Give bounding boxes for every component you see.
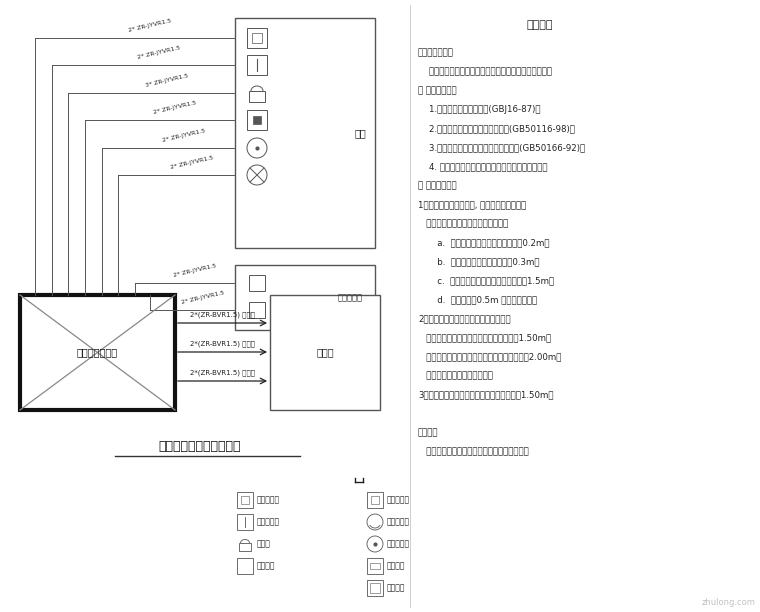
Circle shape xyxy=(367,536,383,552)
Circle shape xyxy=(247,165,267,185)
Bar xyxy=(249,275,265,291)
Text: 3.《火灾自动报警系统施工验收规范》(GB50166-92)。: 3.《火灾自动报警系统施工验收规范》(GB50166-92)。 xyxy=(418,143,585,152)
Text: 2* ZR-JYVR1.5: 2* ZR-JYVR1.5 xyxy=(169,155,214,170)
Text: 二 、设计依据：: 二 、设计依据： xyxy=(418,86,457,95)
Bar xyxy=(239,543,251,551)
Text: 设计说明: 设计说明 xyxy=(527,20,553,30)
Text: 声光报警器: 声光报警器 xyxy=(387,518,410,526)
Text: b.  与喷头的水平净距不应小于0.3m，: b. 与喷头的水平净距不应小于0.3m， xyxy=(418,257,540,266)
Bar xyxy=(237,514,253,530)
Bar xyxy=(237,558,253,574)
Bar xyxy=(370,563,380,569)
Text: 3* ZR-JYVR1.5: 3* ZR-JYVR1.5 xyxy=(144,73,188,88)
Text: 2*(ZR-BVR1.5) 消磁线: 2*(ZR-BVR1.5) 消磁线 xyxy=(190,312,255,318)
Bar xyxy=(253,116,261,124)
Bar xyxy=(367,492,383,508)
Bar xyxy=(247,55,267,75)
Text: 感烟探测器: 感烟探测器 xyxy=(257,496,280,504)
Text: 一、设计内容：: 一、设计内容： xyxy=(418,48,454,57)
Text: 2* ZR-JYVR1.5: 2* ZR-JYVR1.5 xyxy=(173,263,217,278)
Text: 对本工程气体灭火区进行火灾自动报警系统工程设计。: 对本工程气体灭火区进行火灾自动报警系统工程设计。 xyxy=(418,67,552,76)
Text: 2* ZR-JYVR1.5: 2* ZR-JYVR1.5 xyxy=(137,45,180,60)
Bar xyxy=(252,33,262,43)
Bar xyxy=(247,28,267,48)
Bar xyxy=(237,492,253,508)
Text: 声光报警器与警铃挂细规格，其下游距离面距2.00m，: 声光报警器与警铃挂细规格，其下游距离面距2.00m， xyxy=(418,352,562,361)
Text: 气体探测器: 气体探测器 xyxy=(387,540,410,548)
Bar xyxy=(249,91,265,102)
Text: 手动控制: 手动控制 xyxy=(387,561,406,570)
Text: a.  与照明灯具的水平净距不应小于0.2m，: a. 与照明灯具的水平净距不应小于0.2m， xyxy=(418,238,549,247)
Bar xyxy=(235,18,375,248)
Text: 四、其它: 四、其它 xyxy=(418,428,439,437)
Text: 气氟两管灭火报警系统图: 气氟两管灭火报警系统图 xyxy=(159,440,241,453)
Text: 2*(ZR-BVR1.5) 启动线: 2*(ZR-BVR1.5) 启动线 xyxy=(190,340,255,347)
Text: 三 、施工说明：: 三 、施工说明： xyxy=(418,181,457,190)
Text: 放气指示灯: 放气指示灯 xyxy=(387,496,410,504)
Bar xyxy=(370,583,380,593)
Bar xyxy=(371,496,379,504)
Text: 报警器: 报警器 xyxy=(257,540,271,548)
Text: 2* ZR-JYVR1.5: 2* ZR-JYVR1.5 xyxy=(128,18,172,33)
Text: 2* ZR-JYVR1.5: 2* ZR-JYVR1.5 xyxy=(153,100,197,115)
Text: 1、探测器安装在顶棚上, 尽量居中均匀布置，: 1、探测器安装在顶棚上, 尽量居中均匀布置， xyxy=(418,200,526,209)
Text: 2、电线穿刺修后在管面向读确内根敷设: 2、电线穿刺修后在管面向读确内根敷设 xyxy=(418,314,511,323)
Text: 其它未详尽之处根据国家有关规范严格执行。: 其它未详尽之处根据国家有关规范严格执行。 xyxy=(418,447,529,456)
Bar xyxy=(241,496,249,504)
Text: 2* ZR-JYVR1.5: 2* ZR-JYVR1.5 xyxy=(162,129,205,143)
Text: 选择阀: 选择阀 xyxy=(316,348,334,357)
Circle shape xyxy=(367,514,383,530)
Text: 报警灭火组: 报警灭火组 xyxy=(337,293,363,302)
Text: 2* ZR-JYVR1.5: 2* ZR-JYVR1.5 xyxy=(181,290,224,305)
Text: 手动报警: 手动报警 xyxy=(257,561,275,570)
Text: 1.《建筑设计防火规范》(GBJ16-87)。: 1.《建筑设计防火规范》(GBJ16-87)。 xyxy=(418,105,540,114)
Bar xyxy=(367,558,383,574)
Text: 4. 由相关委托方就相关单位提供的相关设计条件。: 4. 由相关委托方就相关单位提供的相关设计条件。 xyxy=(418,162,547,171)
Bar xyxy=(367,580,383,596)
Circle shape xyxy=(247,138,267,158)
Text: 放气指示灯安装在门楣上边。: 放气指示灯安装在门楣上边。 xyxy=(418,371,493,380)
Bar xyxy=(20,295,175,410)
Text: 探测: 探测 xyxy=(354,128,366,138)
Bar xyxy=(249,302,265,318)
Bar xyxy=(235,265,375,330)
Bar xyxy=(270,295,380,410)
Text: 2.《火灾自动报警系统设计规范》(GB50116-98)。: 2.《火灾自动报警系统设计规范》(GB50116-98)。 xyxy=(418,124,575,133)
Text: 管吊点间距初始细规格，其下游距离面距1.50m，: 管吊点间距初始细规格，其下游距离面距1.50m， xyxy=(418,333,551,342)
Bar xyxy=(247,110,267,130)
Text: 其边缘距下列设备的边缘宜保持右：: 其边缘距下列设备的边缘宜保持右： xyxy=(418,219,508,228)
Text: 3、气体灭火控制器落地明装，下游距离面距1.50m，: 3、气体灭火控制器落地明装，下游距离面距1.50m， xyxy=(418,390,553,399)
Text: 2*(ZR-BVR1.5) 信号线: 2*(ZR-BVR1.5) 信号线 xyxy=(190,370,255,376)
Text: 紧急停止: 紧急停止 xyxy=(387,583,406,592)
Text: zhulong.com: zhulong.com xyxy=(701,598,755,607)
Text: 感温探测器: 感温探测器 xyxy=(257,518,280,526)
Text: 气体灭火控制器: 气体灭火控制器 xyxy=(77,348,118,357)
Text: d.  探测器周围0.5m 内不应有遮挡物: d. 探测器周围0.5m 内不应有遮挡物 xyxy=(418,295,537,304)
Text: c.  与空调送风口的水平净距不应小于1.5m，: c. 与空调送风口的水平净距不应小于1.5m， xyxy=(418,276,554,285)
